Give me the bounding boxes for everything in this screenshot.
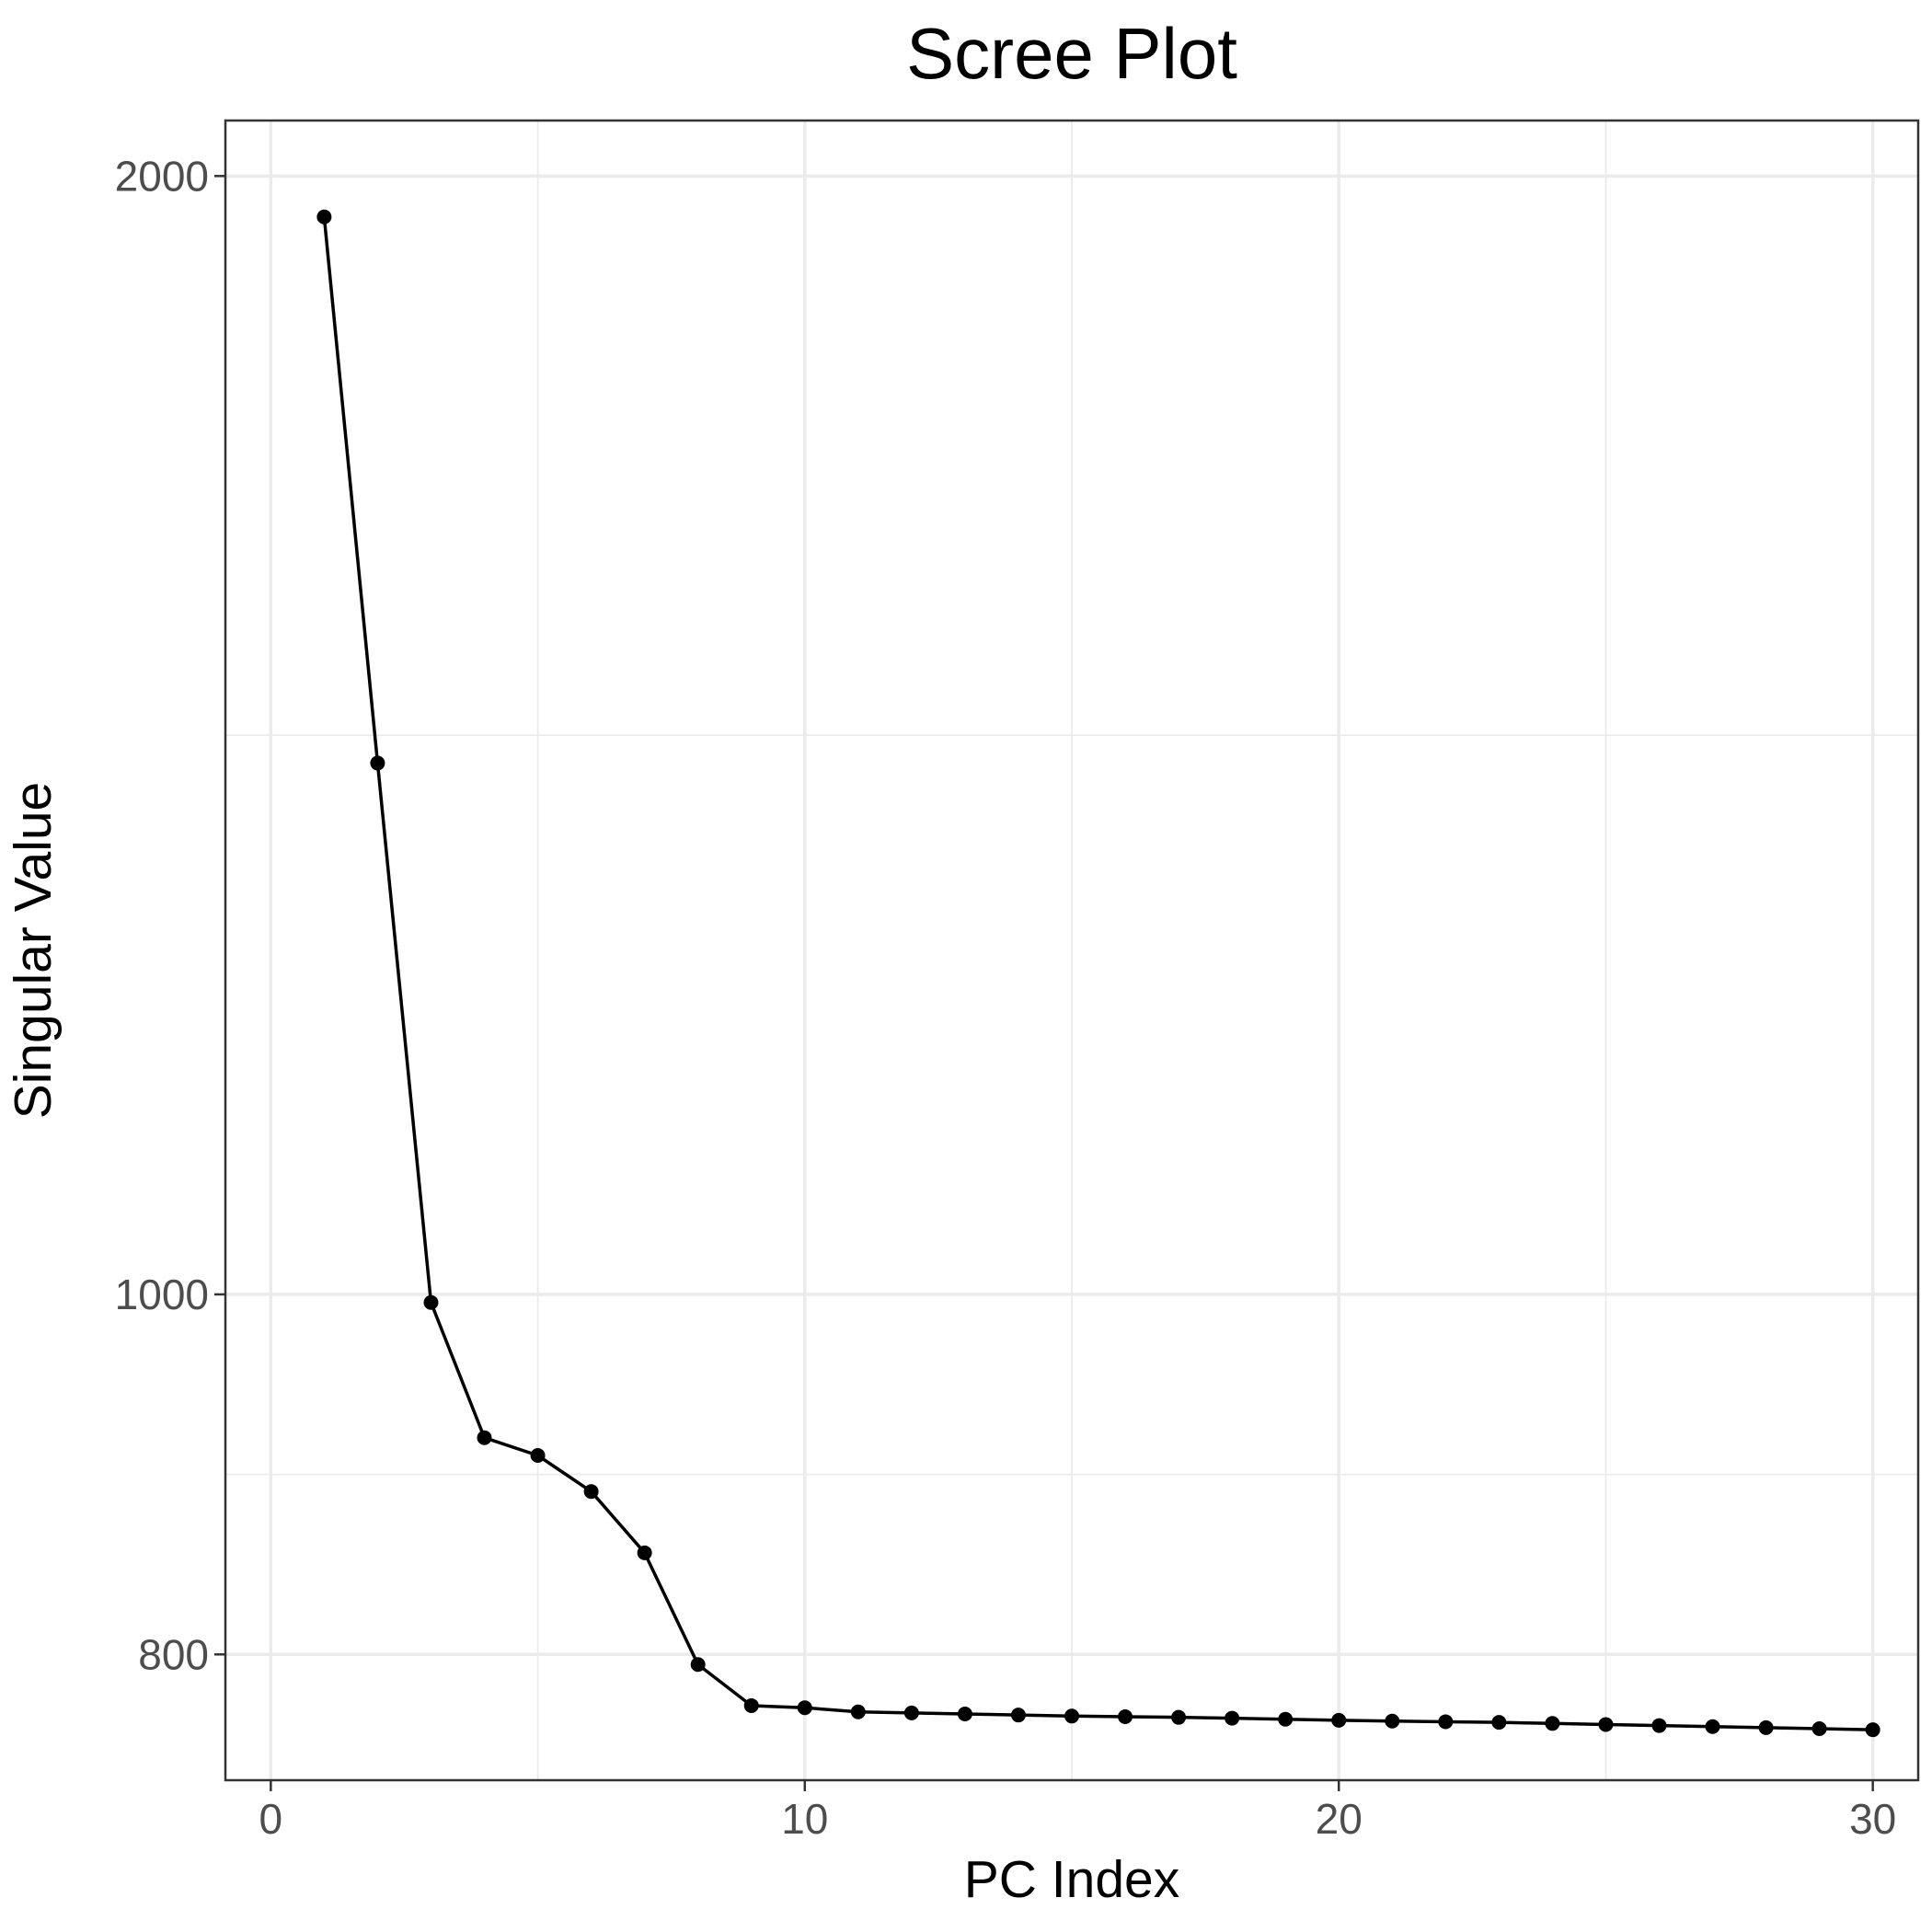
data-point — [850, 1704, 866, 1719]
y-axis-title: Singular Value — [4, 782, 63, 1120]
y-tick-label: 1000 — [115, 1271, 209, 1318]
data-point — [1811, 1721, 1827, 1737]
data-point — [1491, 1715, 1507, 1731]
data-point — [1118, 1708, 1133, 1724]
data-point — [477, 1430, 492, 1445]
data-point — [423, 1294, 439, 1310]
data-point — [1705, 1719, 1720, 1734]
data-point — [637, 1545, 652, 1560]
data-point — [1064, 1708, 1079, 1724]
data-point — [1171, 1709, 1187, 1725]
y-tick-label: 800 — [138, 1630, 209, 1678]
data-point — [1651, 1718, 1667, 1733]
data-point — [1010, 1708, 1026, 1723]
data-point — [1758, 1719, 1774, 1735]
data-point — [1385, 1713, 1400, 1729]
data-point — [1545, 1716, 1560, 1731]
data-point — [1865, 1722, 1880, 1738]
data-point — [1438, 1714, 1454, 1730]
data-point — [370, 755, 385, 771]
data-point — [1331, 1712, 1347, 1728]
series-layer — [316, 209, 1880, 1738]
x-tick-label: 30 — [1849, 1795, 1896, 1843]
data-point — [1598, 1717, 1614, 1732]
data-point — [1278, 1711, 1294, 1727]
data-point — [797, 1700, 812, 1716]
chart-title: Scree Plot — [906, 13, 1237, 94]
y-tick-label: 2000 — [115, 152, 209, 200]
x-tick-label: 20 — [1316, 1795, 1363, 1843]
x-tick-label: 0 — [259, 1795, 283, 1843]
plot-panel-border — [224, 119, 1920, 1782]
series-line — [322, 216, 1873, 1731]
x-tick-label: 10 — [781, 1795, 828, 1843]
data-point — [583, 1484, 599, 1500]
data-point — [316, 209, 332, 224]
data-point — [690, 1657, 706, 1673]
data-point — [1225, 1710, 1240, 1726]
data-point — [530, 1447, 546, 1463]
grid — [225, 121, 1918, 1780]
data-point — [903, 1705, 919, 1720]
x-axis-title: PC Index — [964, 1850, 1179, 1909]
data-point — [957, 1707, 972, 1722]
axes: 0 10 20 30 800 1000 2000 — [115, 152, 1897, 1843]
data-point — [743, 1697, 759, 1713]
